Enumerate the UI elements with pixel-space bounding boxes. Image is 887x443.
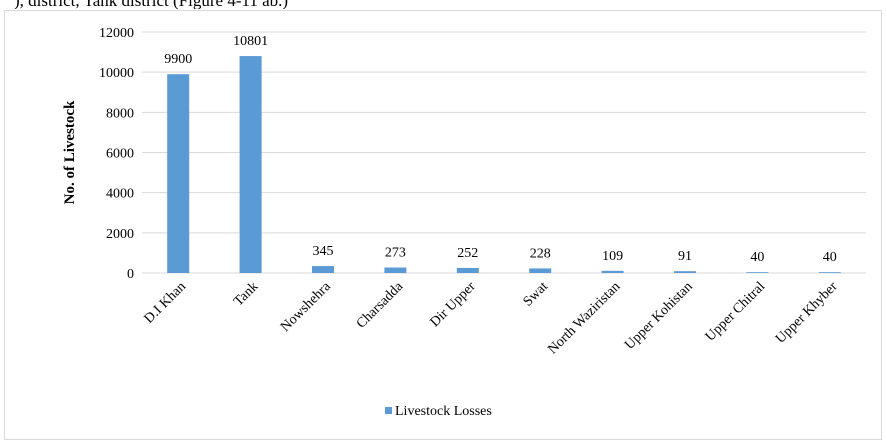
bar [457,268,479,273]
y-tick-label: 6000 [106,147,134,162]
data-label: 40 [750,250,764,265]
data-label: 10801 [233,34,268,49]
data-label: 40 [823,250,837,265]
y-tick-label: 2000 [106,227,134,242]
bar [674,271,696,273]
category-label: Upper Chitral [703,279,768,344]
data-labels: 9900 10801 345 273 252 228 109 91 40 40 [164,34,837,265]
category-label: Swat [521,279,551,309]
y-tick-label: 12000 [99,26,134,41]
data-label: 9900 [164,52,192,67]
data-label: 252 [457,246,478,261]
bar [819,272,841,273]
legend-swatch [385,407,392,414]
category-label: Upper Khyber [773,279,841,347]
legend: Livestock Losses [385,404,492,419]
y-axis-label: No. of Livestock [62,100,78,204]
bar [746,272,768,273]
category-label: Charsadda [354,279,407,332]
y-tick-label: 0 [127,267,134,282]
bar [384,268,406,273]
category-label: Upper Kohistan [622,279,696,353]
bar [602,271,624,273]
data-label: 109 [602,249,623,264]
bar [240,56,262,273]
y-tick-label: 10000 [99,66,134,81]
category-labels: D.I Khan Tank Nowshehra Charsadda Dir Upper S… [142,279,841,358]
category-label: Nowshehra [278,279,334,335]
data-label: 91 [678,249,692,264]
bars [167,56,841,273]
category-label: North Waziristan [545,279,623,357]
bar [167,74,189,273]
category-label: Dir Upper [428,279,479,330]
category-label: Tank [231,279,261,309]
data-label: 273 [385,246,406,261]
data-label: 228 [530,246,551,261]
data-label: 345 [313,244,334,259]
bar [312,266,334,273]
y-axis-ticks: 0 2000 4000 6000 8000 10000 12000 [99,26,134,282]
bar [529,268,551,273]
y-tick-label: 8000 [106,106,134,121]
category-label: D.I Khan [142,279,189,326]
legend-label: Livestock Losses [395,404,492,419]
y-tick-label: 4000 [106,187,134,202]
